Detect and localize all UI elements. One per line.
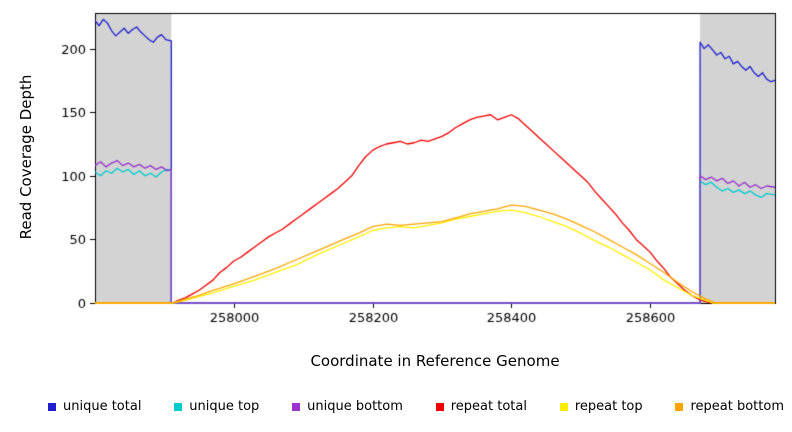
legend-item-repeat-bottom: repeat bottom (675, 399, 784, 414)
legend-label: unique top (189, 399, 260, 414)
legend-item-unique-bottom: unique bottom (292, 399, 403, 414)
repeat-bottom-swatch-icon (675, 402, 684, 411)
legend-label: unique total (63, 399, 142, 414)
legend-item-unique-total: unique total (48, 399, 141, 414)
legend-item-repeat-total: repeat total (435, 399, 527, 414)
repeat-top-swatch-icon (559, 402, 568, 411)
unique-bottom-swatch-icon (292, 402, 301, 411)
legend: unique total unique top unique bottom re… (48, 399, 784, 414)
legend-item-unique-top: unique top (174, 399, 259, 414)
legend-label: repeat total (450, 399, 527, 414)
legend-label: repeat top (574, 399, 643, 414)
x-axis-label: Coordinate in Reference Genome (310, 352, 560, 370)
y-axis-label: Read Coverage Depth (17, 74, 35, 240)
legend-label: repeat bottom (690, 399, 784, 414)
legend-item-repeat-top: repeat top (559, 399, 643, 414)
repeat-total-swatch-icon (435, 402, 444, 411)
unique-top-swatch-icon (174, 402, 183, 411)
unique-total-swatch-icon (48, 402, 56, 411)
legend-label: unique bottom (307, 399, 403, 414)
